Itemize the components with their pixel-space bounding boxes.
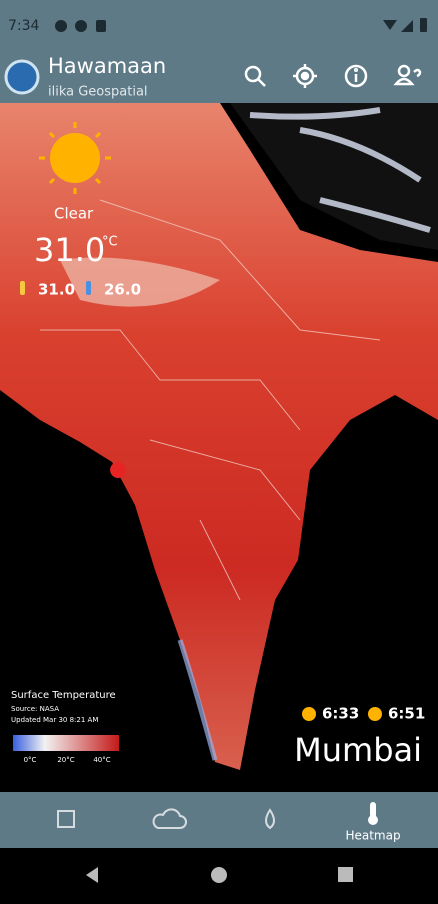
back-button[interactable] — [86, 867, 98, 883]
weather-condition: Clear — [54, 205, 94, 223]
recents-button[interactable] — [338, 867, 353, 882]
max-icon — [20, 281, 25, 295]
legend-source: Source: NASA — [11, 705, 59, 713]
min-temperature: 26.0 — [104, 281, 141, 299]
locate-button[interactable] — [293, 64, 317, 88]
temperature-unit: °C — [102, 235, 118, 250]
legend-scale — [13, 735, 119, 751]
search-button[interactable] — [244, 65, 266, 87]
home-button[interactable] — [211, 867, 227, 883]
max-temperature: 31.0 — [38, 281, 75, 299]
sun-icon — [39, 122, 111, 194]
location-name: Mumbai — [294, 731, 422, 769]
app-subtitle: ilika Geospatial — [48, 85, 148, 100]
legend-label: 40°C — [93, 756, 110, 764]
legend-title: Surface Temperature — [11, 690, 116, 701]
nav-imagery[interactable] — [57, 810, 75, 828]
nav-heatmap[interactable]: Heatmap — [345, 802, 401, 843]
account-button[interactable] — [393, 64, 422, 86]
app-logo — [4, 59, 40, 95]
status-icons — [55, 18, 427, 32]
sunset-time: 6:51 — [388, 705, 425, 723]
nav-heatmap-label: Heatmap — [345, 829, 400, 843]
sunrise-time: 6:33 — [322, 705, 359, 723]
info-button[interactable] — [344, 64, 368, 88]
map-imagery — [0, 103, 438, 770]
nav-cloud[interactable] — [152, 808, 187, 829]
legend-label: 0°C — [24, 756, 37, 764]
legend-label: 20°C — [57, 756, 74, 764]
min-icon — [86, 281, 91, 295]
status-bar — [0, 0, 438, 40]
app-title: Hawamaan — [48, 54, 166, 78]
nav-rain[interactable] — [265, 808, 275, 830]
sunrise-icon — [302, 707, 316, 721]
status-time: 7:34 — [8, 18, 40, 34]
legend-updated: Updated Mar 30 8:21 AM — [11, 716, 98, 724]
temperature: 31.0 — [34, 231, 105, 269]
sunset-icon — [368, 707, 382, 721]
